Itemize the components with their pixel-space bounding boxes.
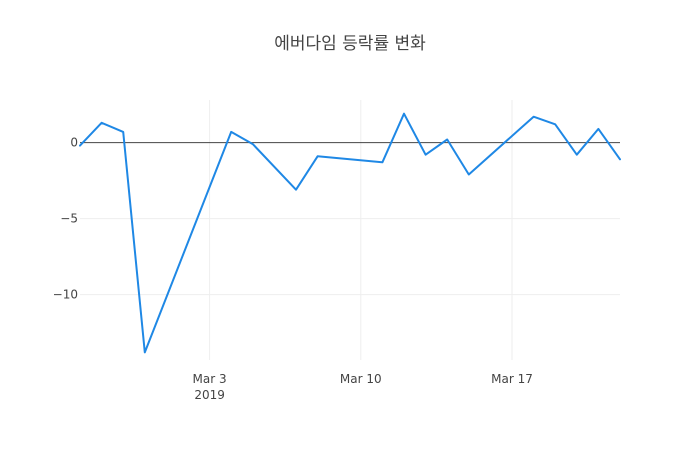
x-tick-label: Mar 10	[340, 372, 382, 386]
data-point	[424, 153, 428, 157]
y-tick-label: −10	[53, 288, 78, 302]
data-point	[402, 112, 406, 116]
data-point	[251, 142, 255, 146]
data-point	[467, 173, 471, 177]
data-point	[316, 154, 320, 158]
y-tick-label: 0	[70, 136, 78, 150]
data-point	[294, 188, 298, 192]
x-tick-label: Mar 3	[193, 372, 227, 386]
x-axis: Mar 3 2019 Mar 10 Mar 17	[193, 372, 533, 402]
data-point	[121, 130, 125, 134]
data-point	[618, 157, 622, 161]
series-layer	[78, 112, 622, 354]
data-point	[100, 121, 104, 125]
x-tick-label: Mar 17	[491, 372, 533, 386]
data-point	[596, 127, 600, 131]
data-point	[380, 160, 384, 164]
x-tick-sublabel: 2019	[194, 388, 225, 402]
data-point	[553, 122, 557, 126]
y-axis: 0 −5 −10	[53, 136, 78, 302]
data-point	[78, 144, 82, 148]
data-point	[229, 130, 233, 134]
data-point	[575, 153, 579, 157]
y-tick-label: −5	[60, 212, 78, 226]
series-line	[79, 112, 621, 354]
chart-title: 에버다임 등락률 변화	[274, 34, 426, 54]
data-point	[445, 138, 449, 142]
data-point	[532, 115, 536, 119]
data-point	[143, 350, 147, 354]
grid	[80, 100, 620, 360]
